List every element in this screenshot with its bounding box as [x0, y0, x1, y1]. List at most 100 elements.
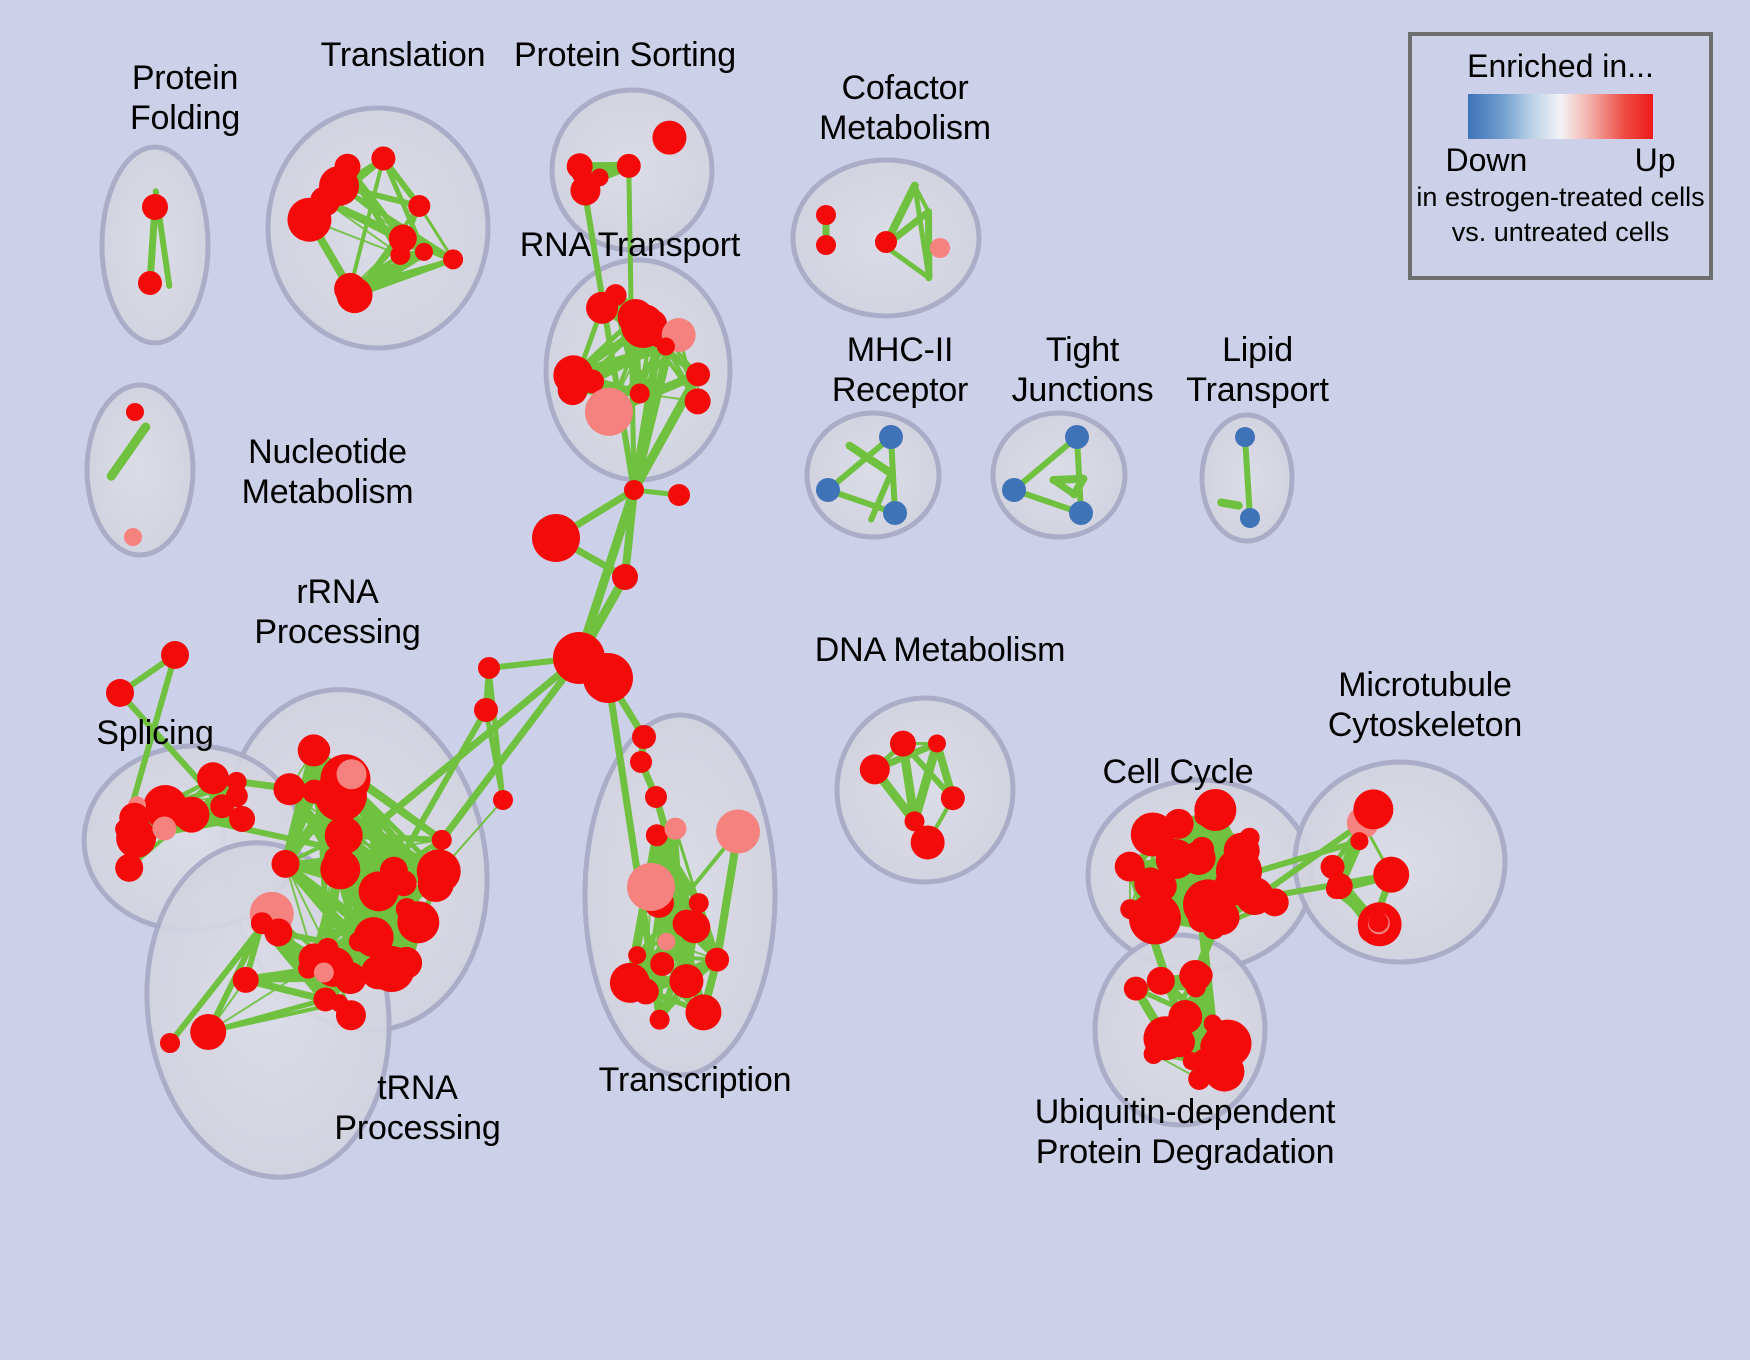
- network-node: [152, 816, 177, 841]
- network-node: [1373, 856, 1410, 893]
- network-node: [652, 120, 687, 155]
- network-node: [927, 734, 946, 753]
- network-node: [657, 932, 676, 951]
- network-node: [1194, 788, 1237, 831]
- network-node: [684, 388, 711, 415]
- cluster-blobs: [81, 87, 1508, 1180]
- network-node: [583, 653, 633, 703]
- network-node: [705, 947, 730, 972]
- cluster-blob-nucleotide-metabolism: [84, 382, 196, 558]
- network-node: [298, 958, 319, 979]
- network-node: [173, 796, 210, 833]
- network-node: [1120, 899, 1141, 920]
- network-edge: [899, 740, 918, 825]
- network-node: [612, 564, 638, 590]
- network-node: [645, 824, 668, 847]
- network-node: [664, 817, 687, 840]
- cluster-blob-tight-junctions: [990, 410, 1128, 540]
- legend-caption-line1: in estrogen-treated cells: [1416, 182, 1705, 212]
- network-edge: [848, 444, 893, 475]
- network-node: [686, 362, 711, 387]
- network-node: [271, 849, 300, 878]
- legend-low-label: Down: [1445, 142, 1528, 178]
- network-node: [649, 1009, 670, 1030]
- network-node: [390, 870, 417, 897]
- network-node: [910, 825, 945, 860]
- network-node: [1183, 879, 1234, 930]
- network-node: [557, 375, 588, 406]
- network-node: [1326, 873, 1353, 900]
- network-node: [431, 829, 452, 850]
- network-node: [138, 271, 162, 295]
- network-node: [584, 387, 633, 436]
- network-node: [570, 175, 601, 206]
- network-node: [1149, 904, 1172, 927]
- network-node: [1368, 912, 1389, 933]
- network-node: [336, 759, 367, 790]
- network-node: [414, 242, 433, 261]
- network-node: [875, 231, 897, 253]
- network-node: [879, 425, 903, 449]
- network-node: [904, 811, 925, 832]
- network-node: [883, 501, 907, 525]
- network-node: [273, 773, 306, 806]
- network-node: [645, 786, 667, 808]
- network-node: [119, 802, 150, 833]
- network-edge: [825, 434, 894, 493]
- legend-high-label: Up: [1634, 142, 1676, 178]
- network-node: [1144, 870, 1177, 903]
- network-node: [609, 962, 650, 1003]
- network-node: [668, 484, 690, 506]
- network-node: [302, 779, 327, 804]
- network-edge: [882, 243, 932, 281]
- network-node: [650, 952, 675, 977]
- network-node: [1143, 1043, 1164, 1064]
- network-edge: [868, 470, 894, 523]
- network-node: [310, 186, 341, 217]
- network-node: [106, 679, 134, 707]
- network-node: [685, 994, 722, 1031]
- network-node: [1168, 999, 1203, 1034]
- network-edge: [888, 434, 898, 516]
- network-node: [629, 383, 650, 404]
- network-edge: [390, 707, 489, 874]
- network-node: [1163, 808, 1194, 839]
- network-edge: [630, 334, 663, 494]
- network-node: [616, 153, 641, 178]
- network-node: [297, 734, 330, 767]
- network-node: [190, 1013, 227, 1050]
- network-node: [126, 403, 144, 421]
- network-node: [1146, 966, 1175, 995]
- network-edge: [438, 654, 583, 844]
- network-node: [1350, 832, 1369, 851]
- network-node: [388, 224, 417, 253]
- network-node: [1114, 851, 1145, 882]
- network-node: [656, 337, 675, 356]
- network-node: [1223, 832, 1260, 869]
- network-node: [617, 299, 654, 336]
- network-edge: [284, 862, 315, 960]
- network-node: [1260, 888, 1289, 917]
- network-node: [397, 901, 440, 944]
- network-node: [226, 771, 247, 792]
- network-edge: [673, 827, 701, 905]
- network-node: [688, 893, 709, 914]
- network-node: [715, 809, 760, 854]
- network-node: [443, 249, 464, 270]
- network-edge: [106, 422, 151, 481]
- network-node: [889, 730, 916, 757]
- network-node: [816, 205, 836, 225]
- network-node: [1164, 1027, 1195, 1058]
- network-edge: [1011, 434, 1080, 493]
- network-node: [1182, 1052, 1201, 1071]
- legend-caption-line2: vs. untreated cells: [1451, 217, 1670, 247]
- network-node: [669, 964, 704, 999]
- network-node: [371, 146, 396, 171]
- network-edge: [578, 170, 637, 493]
- network-node: [604, 284, 627, 307]
- network-node: [313, 962, 334, 983]
- network-node: [1203, 1019, 1252, 1068]
- network-node: [1320, 854, 1345, 879]
- network-node: [632, 725, 656, 749]
